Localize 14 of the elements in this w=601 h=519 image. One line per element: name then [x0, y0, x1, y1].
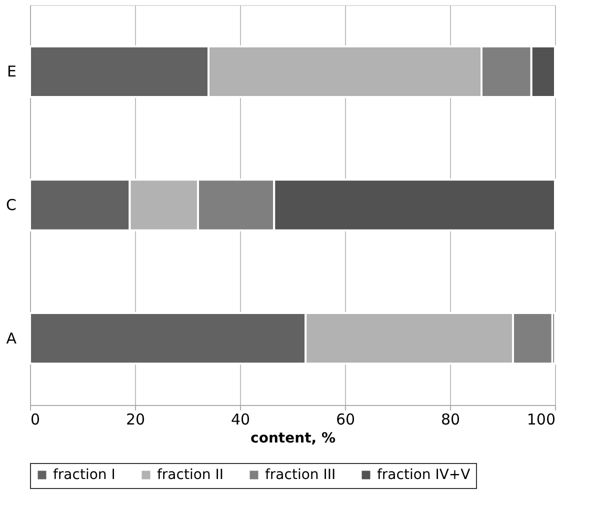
x-tick-label: 60: [336, 410, 356, 428]
x-axis-title: content, %: [250, 430, 336, 446]
y-tick-label: A: [6, 329, 18, 348]
x-tick-label: 80: [440, 410, 460, 428]
y-tick-label: C: [6, 196, 16, 214]
legend-label: fraction III: [265, 467, 336, 483]
legend-label: fraction II: [157, 467, 224, 483]
x-tick-label: 100: [526, 410, 556, 428]
x-tick-label: 20: [126, 410, 146, 428]
x-tick-label: 40: [230, 410, 250, 428]
x-tick-label: 0: [30, 410, 40, 428]
legend-label: fraction IV+V: [377, 467, 471, 483]
y-tick-label: E: [7, 62, 16, 81]
legend-label: fraction I: [53, 467, 116, 483]
